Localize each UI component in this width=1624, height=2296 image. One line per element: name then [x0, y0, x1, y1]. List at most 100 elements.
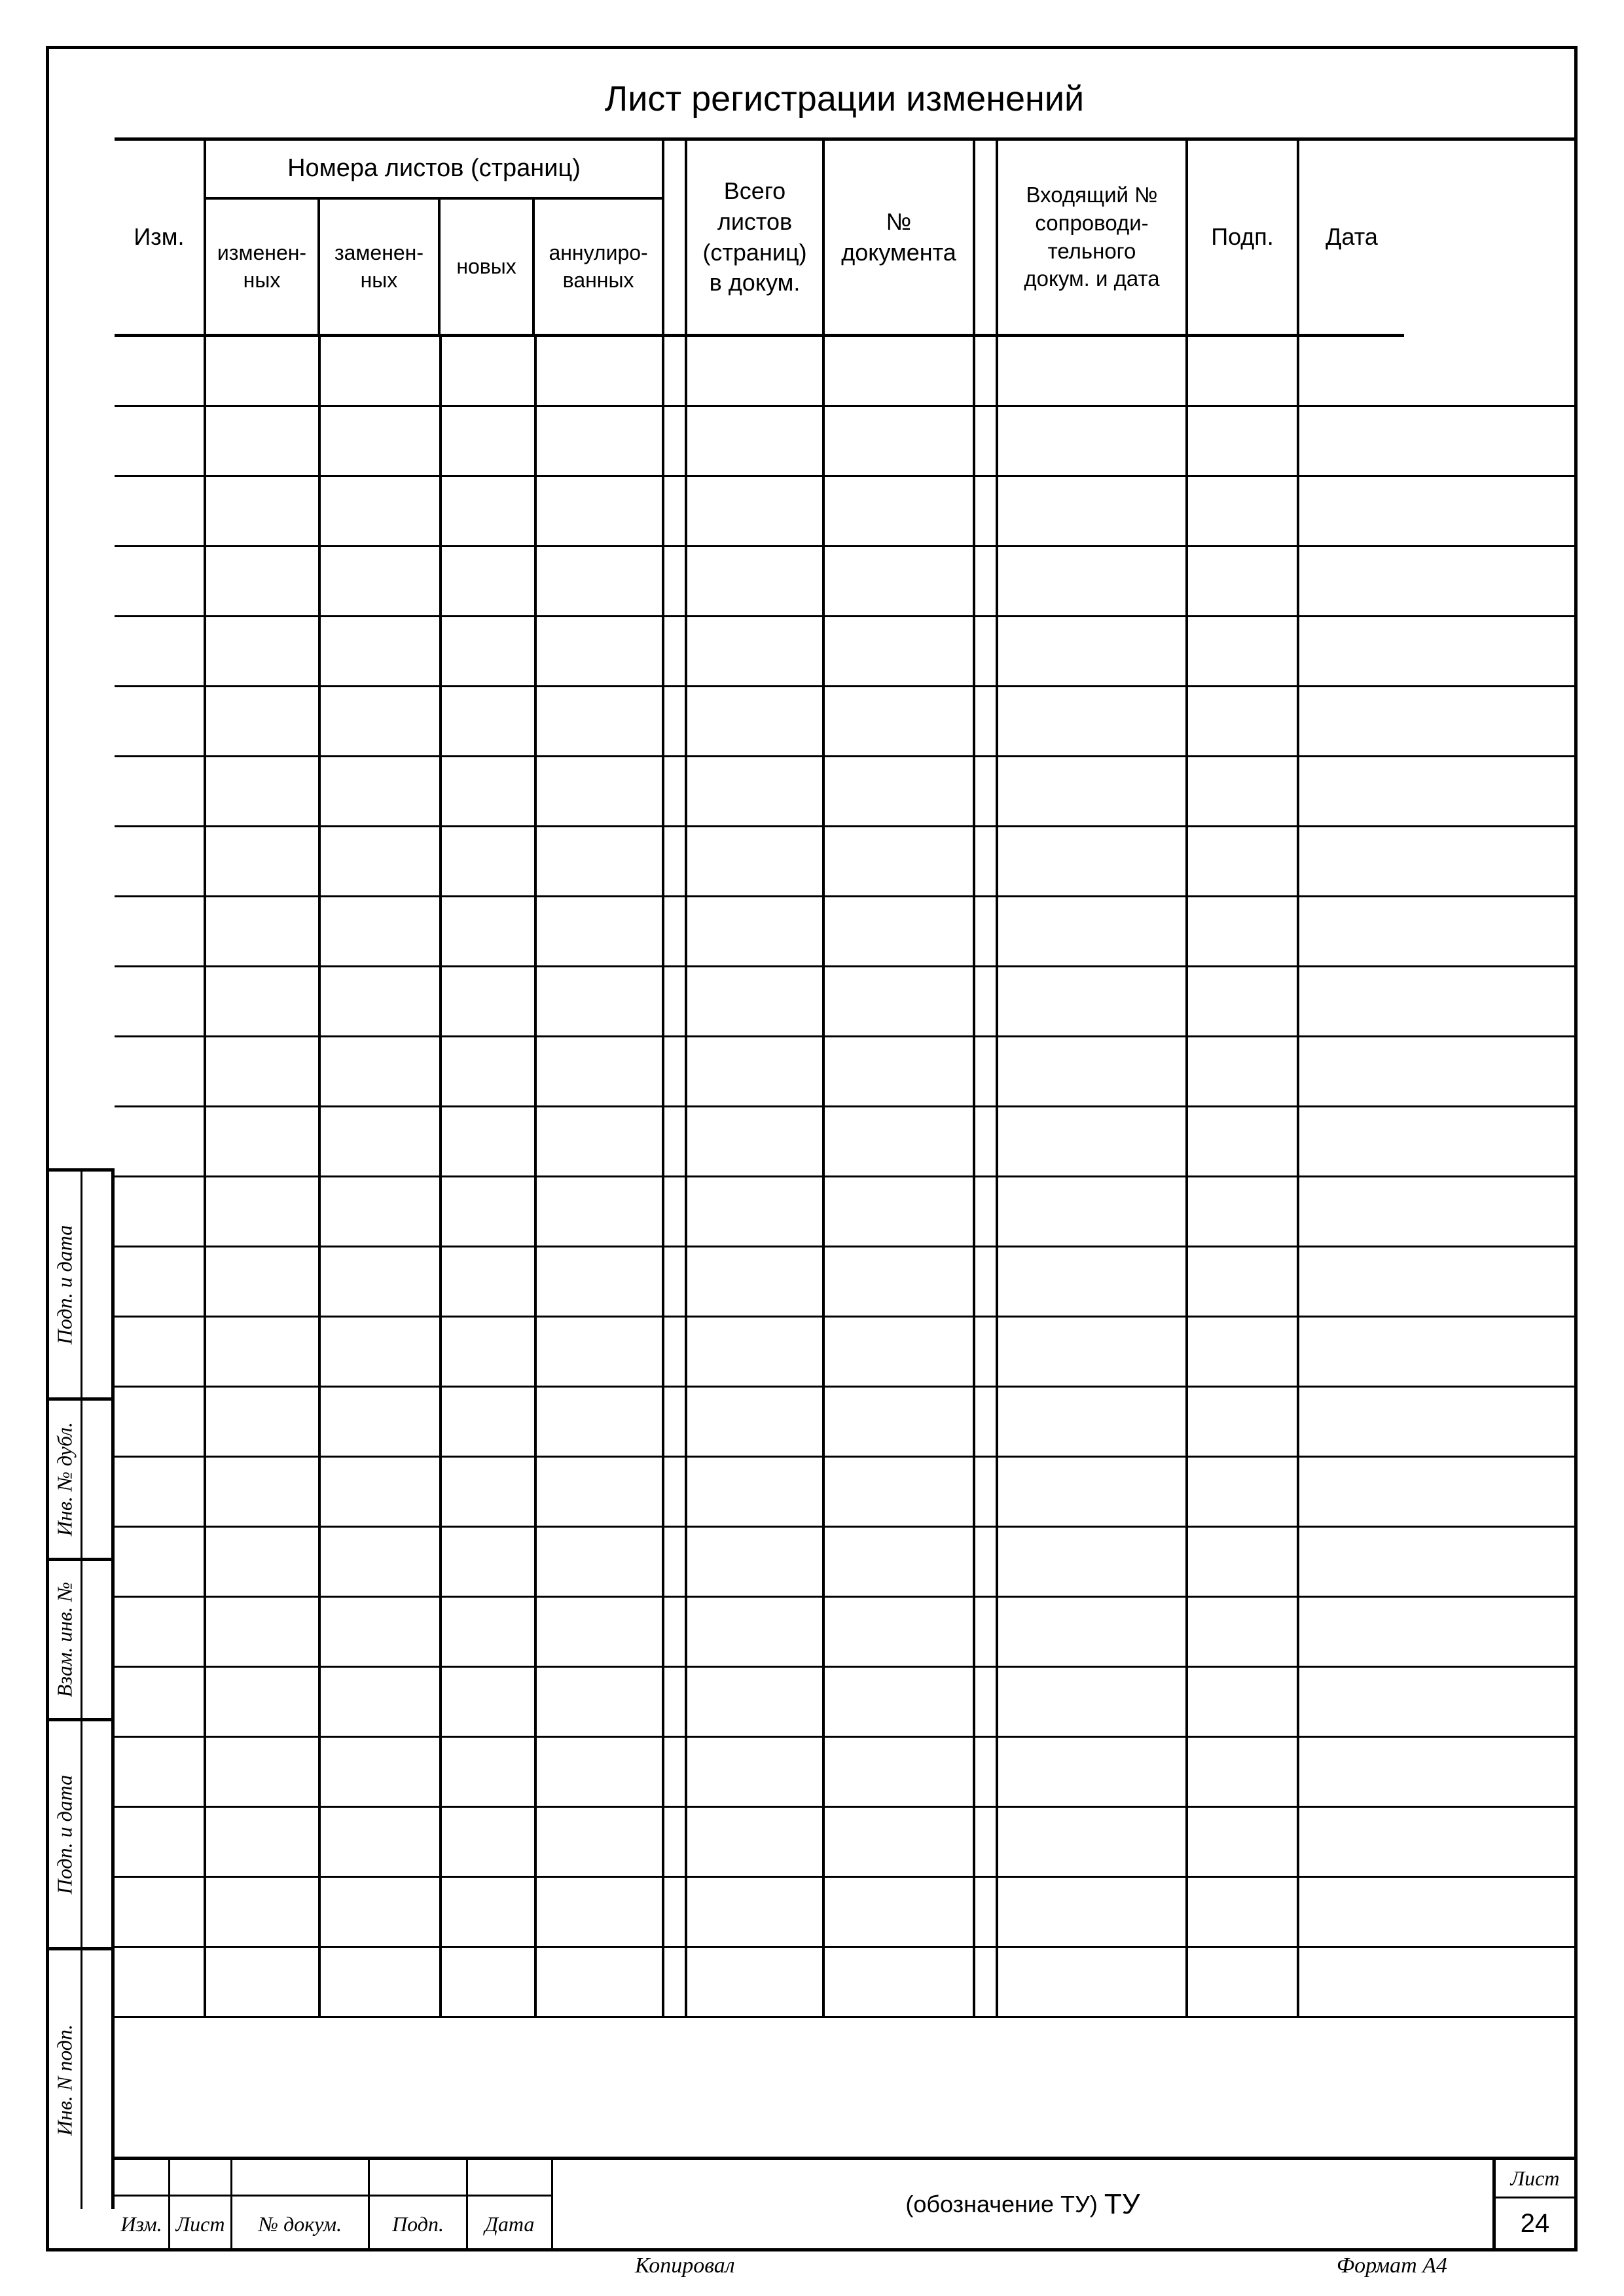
table-row [115, 1598, 1574, 1668]
table-cell [321, 687, 442, 755]
table-cell [115, 1738, 206, 1806]
table-row [115, 617, 1574, 687]
table-cell [537, 547, 664, 615]
table-cell [115, 1808, 206, 1876]
table-cell [664, 687, 687, 755]
table-cell [687, 1878, 825, 1946]
table-cell [115, 547, 206, 615]
table-cell [664, 1738, 687, 1806]
table-cell [1188, 967, 1299, 1035]
table-cell [825, 407, 975, 475]
table-cell [1299, 1458, 1404, 1526]
table-row [115, 897, 1574, 967]
side-label-3: Подп. и дата [52, 1774, 77, 1894]
table-cell [998, 1247, 1188, 1316]
table-cell [321, 1808, 442, 1876]
side-cell-1: Инв. № дубл. [49, 1397, 115, 1558]
table-row [115, 547, 1574, 617]
table-row [115, 687, 1574, 757]
table-cell [1188, 1528, 1299, 1596]
footer-blank-data [468, 2160, 553, 2197]
table-cell [321, 477, 442, 545]
table-cell [664, 1177, 687, 1246]
table-cell [206, 477, 321, 545]
document-frame: Подп. и датаИнв. № дубл.Взам. инв. №Подп… [46, 46, 1578, 2251]
footer-blank-podp [370, 2160, 468, 2197]
table-row [115, 1738, 1574, 1808]
side-cell-3: Подп. и дата [49, 1718, 115, 1947]
table-cell [687, 407, 825, 475]
table-cell [537, 1037, 664, 1105]
table-cell [1299, 757, 1404, 825]
table-cell [537, 617, 664, 685]
table-cell [998, 1458, 1188, 1526]
table-cell [975, 617, 998, 685]
table-cell [664, 1878, 687, 1946]
table-cell [687, 477, 825, 545]
table-cell [321, 1177, 442, 1246]
table-cell [115, 1598, 206, 1666]
table-header-row: Изм. Номера листов (страниц) изменен-ных… [115, 141, 1574, 337]
table-cell [321, 1247, 442, 1316]
table-cell [1188, 1037, 1299, 1105]
table-cell [1299, 477, 1404, 545]
table-cell [1299, 1808, 1404, 1876]
table-cell [1188, 1458, 1299, 1526]
table-cell [442, 477, 537, 545]
table-cell [115, 407, 206, 475]
table-cell [998, 1318, 1188, 1386]
bottom-labels: Копировал Формат А4 [46, 2253, 1578, 2283]
table-cell [115, 1318, 206, 1386]
table-cell [537, 477, 664, 545]
table-cell [998, 407, 1188, 475]
table-cell [998, 1948, 1188, 2016]
table-cell [321, 1878, 442, 1946]
table-cell [115, 1528, 206, 1596]
registration-table: Изм. Номера листов (страниц) изменен-ных… [115, 137, 1574, 2157]
table-cell [1188, 827, 1299, 895]
table-cell [115, 1668, 206, 1736]
footer-page-number: 24 [1496, 2197, 1574, 2248]
table-cell [825, 1528, 975, 1596]
header-group-sub: изменен-ных заменен-ных новых аннулиро-в… [206, 200, 662, 334]
header-group-title: Номера листов (страниц) [206, 141, 662, 200]
table-cell [1299, 617, 1404, 685]
table-cell [825, 1878, 975, 1946]
table-cell [687, 1107, 825, 1175]
footer-blank-list [170, 2160, 232, 2197]
table-cell [998, 1668, 1188, 1736]
table-cell [664, 1808, 687, 1876]
table-cell [442, 1458, 537, 1526]
table-cell [1299, 1948, 1404, 2016]
gap-2 [975, 141, 998, 337]
table-cell [975, 407, 998, 475]
table-cell [975, 1247, 998, 1316]
table-cell [687, 1738, 825, 1806]
table-cell [537, 1948, 664, 2016]
table-cell [115, 897, 206, 965]
gap-1 [664, 141, 687, 337]
table-cell [1299, 1318, 1404, 1386]
table-cell [825, 1738, 975, 1806]
table-cell [1188, 1808, 1299, 1876]
table-cell [206, 337, 321, 405]
table-cell [206, 407, 321, 475]
table-cell [206, 897, 321, 965]
table-cell [321, 967, 442, 1035]
table-cell [664, 547, 687, 615]
table-cell [975, 1318, 998, 1386]
table-cell [1299, 1107, 1404, 1175]
table-cell [664, 1247, 687, 1316]
table-cell [442, 1808, 537, 1876]
table-cell [321, 1668, 442, 1736]
table-cell [537, 757, 664, 825]
table-cell [1188, 1107, 1299, 1175]
table-cell [825, 1177, 975, 1246]
table-cell [664, 897, 687, 965]
header-docnum: №документа [825, 141, 975, 337]
table-cell [1188, 1318, 1299, 1386]
table-cell [975, 1948, 998, 2016]
footer-label-data: Дата [468, 2197, 553, 2251]
table-cell [1299, 967, 1404, 1035]
header-new: новых [441, 200, 535, 334]
